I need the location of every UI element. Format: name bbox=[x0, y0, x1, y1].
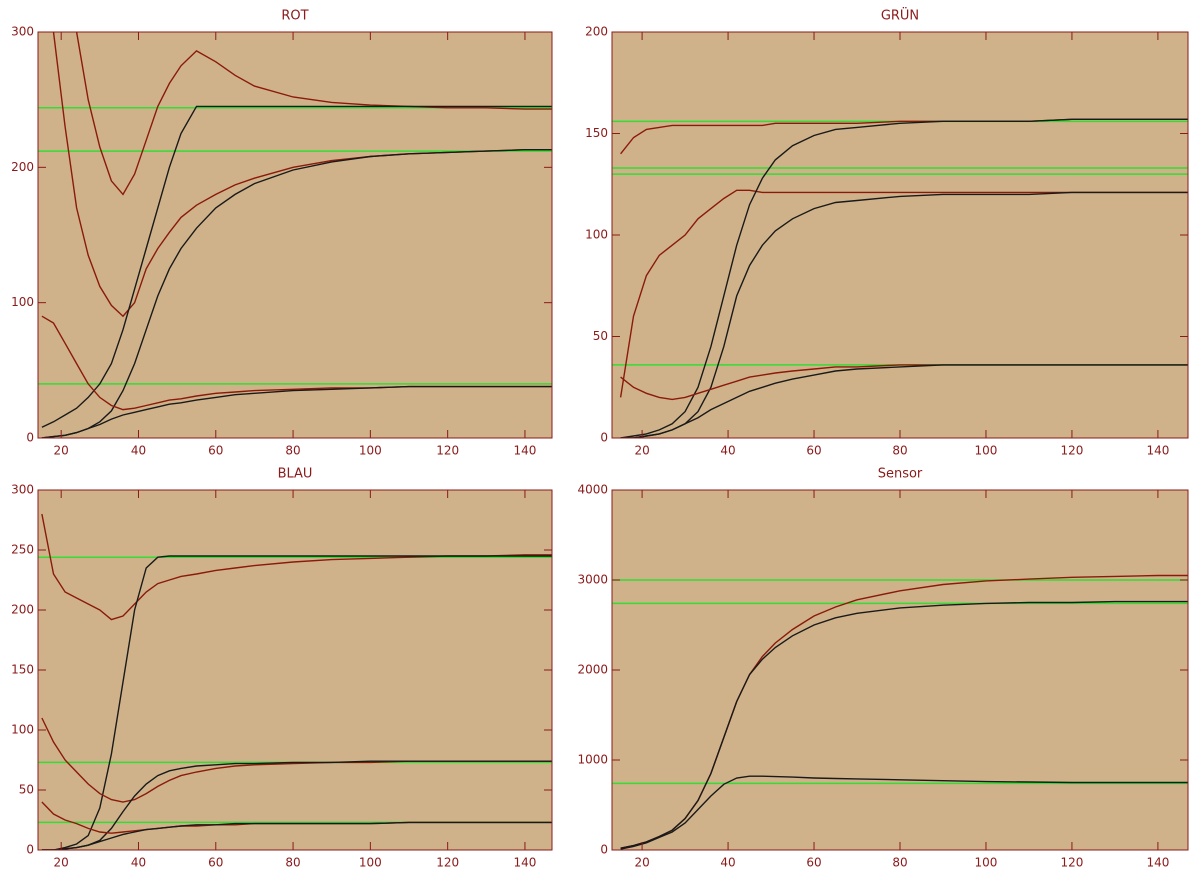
y-tick-label: 100 bbox=[585, 228, 608, 242]
y-tick-label: 0 bbox=[600, 843, 608, 857]
x-tick-label: 40 bbox=[131, 856, 146, 870]
x-tick-label: 140 bbox=[513, 856, 536, 870]
data-line bbox=[620, 364, 1188, 438]
plot-area bbox=[612, 490, 1188, 850]
data-line bbox=[620, 118, 1188, 438]
x-tick-label: 20 bbox=[54, 444, 69, 458]
x-tick-label: 100 bbox=[359, 444, 382, 458]
data-line bbox=[620, 600, 1188, 849]
plot-layer bbox=[38, 32, 552, 438]
x-tick-label: 80 bbox=[285, 444, 300, 458]
panel: 20 40 60 80 100 120 140 0 50 100 150 200 250 300 BLAU bbox=[11, 467, 553, 870]
y-tick-label: 0 bbox=[26, 843, 34, 857]
plot-area bbox=[612, 32, 1188, 438]
y-tick-label: 2000 bbox=[577, 663, 608, 677]
panel: 20 40 60 80 100 120 140 0 100 200 300 ROT bbox=[11, 9, 553, 458]
x-tick-label: 40 bbox=[720, 856, 735, 870]
y-tick-label: 0 bbox=[600, 431, 608, 445]
chart-title: ROT bbox=[281, 9, 308, 24]
y-tick-label: 50 bbox=[19, 783, 34, 797]
x-tick-label: 100 bbox=[359, 856, 382, 870]
y-tick-label: 200 bbox=[11, 603, 34, 617]
panel: 20 40 60 80 100 120 140 0 50 100 150 200 GRÜN bbox=[585, 7, 1189, 458]
chart-title: Sensor bbox=[878, 467, 923, 482]
x-tick-label: 140 bbox=[513, 444, 536, 458]
x-tick-label: 60 bbox=[208, 444, 223, 458]
x-tick-label: 80 bbox=[892, 444, 907, 458]
y-tick-label: 200 bbox=[585, 25, 608, 39]
data-line bbox=[41, 385, 552, 438]
data-line bbox=[41, 821, 552, 850]
y-tick-label: 300 bbox=[11, 25, 34, 39]
x-tick-label: 140 bbox=[1146, 856, 1169, 870]
x-tick-label: 120 bbox=[436, 856, 459, 870]
y-tick-label: 150 bbox=[11, 663, 34, 677]
x-tick-label: 100 bbox=[975, 444, 998, 458]
x-tick-label: 80 bbox=[892, 856, 907, 870]
x-tick-label: 140 bbox=[1146, 444, 1169, 458]
x-tick-label: 40 bbox=[131, 444, 146, 458]
y-tick-label: 4000 bbox=[577, 483, 608, 497]
x-tick-label: 60 bbox=[208, 856, 223, 870]
y-tick-label: 1000 bbox=[577, 753, 608, 767]
y-tick-label: 200 bbox=[11, 160, 34, 174]
x-tick-label: 40 bbox=[720, 444, 735, 458]
plot-layer bbox=[38, 513, 552, 850]
plot-area bbox=[38, 490, 552, 850]
data-line bbox=[41, 555, 552, 850]
chart-title: GRÜN bbox=[881, 7, 919, 24]
x-tick-label: 20 bbox=[634, 856, 649, 870]
plot-layer bbox=[612, 118, 1188, 438]
x-tick-label: 80 bbox=[285, 856, 300, 870]
plot-frame bbox=[37, 31, 553, 439]
plot-area bbox=[38, 32, 552, 438]
x-tick-label: 20 bbox=[54, 856, 69, 870]
panel: 20 40 60 80 100 120 140 0 1000 2000 3000 4000 Sensor bbox=[577, 467, 1189, 870]
y-tick-label: 0 bbox=[26, 431, 34, 445]
x-tick-label: 100 bbox=[975, 856, 998, 870]
x-tick-label: 120 bbox=[1060, 856, 1083, 870]
x-tick-label: 60 bbox=[806, 856, 821, 870]
x-tick-label: 20 bbox=[634, 444, 649, 458]
data-line bbox=[41, 513, 552, 621]
y-tick-label: 100 bbox=[11, 295, 34, 309]
data-line bbox=[619, 189, 1188, 398]
y-tick-label: 250 bbox=[11, 543, 34, 557]
x-tick-label: 120 bbox=[1060, 444, 1083, 458]
data-line bbox=[620, 775, 1188, 850]
y-tick-label: 50 bbox=[593, 329, 608, 343]
y-tick-label: 150 bbox=[585, 126, 608, 140]
y-tick-label: 300 bbox=[11, 483, 34, 497]
data-line bbox=[41, 105, 552, 428]
x-tick-label: 120 bbox=[436, 444, 459, 458]
chart-title: BLAU bbox=[278, 467, 313, 482]
plot-layer bbox=[612, 574, 1188, 850]
y-tick-label: 3000 bbox=[577, 573, 608, 587]
x-tick-label: 60 bbox=[806, 444, 821, 458]
y-tick-label: 100 bbox=[11, 723, 34, 737]
